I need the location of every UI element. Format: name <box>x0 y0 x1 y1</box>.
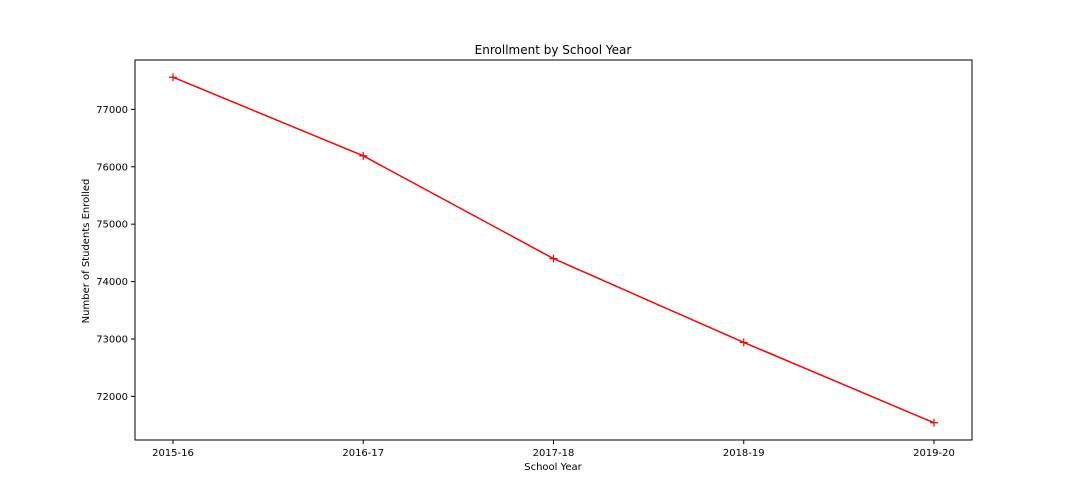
chart-title: Enrollment by School Year <box>475 43 632 57</box>
y-tick-label: 74000 <box>96 277 128 288</box>
series-line-enrollment <box>172 76 935 424</box>
data-point-marker <box>930 418 938 427</box>
x-tick-label: 2018-19 <box>723 448 765 459</box>
data-point-marker <box>549 254 558 263</box>
x-tick-label: 2019-20 <box>913 448 955 459</box>
y-tick-label: 76000 <box>96 162 128 173</box>
x-tick-label: 2015-16 <box>152 448 194 459</box>
x-axis-label: School Year <box>524 462 582 473</box>
series-markers <box>169 73 938 427</box>
y-tick-label: 77000 <box>96 105 128 116</box>
x-tick-label: 2017-18 <box>533 448 575 459</box>
x-tick-label: 2016-17 <box>342 448 384 459</box>
y-axis: 72000 73000 74000 75000 76000 77000 <box>96 105 135 403</box>
y-axis-label: Number of Students Enrolled <box>81 179 92 324</box>
y-tick-label: 72000 <box>96 392 128 403</box>
data-point-marker <box>169 73 177 82</box>
y-tick-label: 75000 <box>96 220 128 231</box>
x-axis: 2015-16 2016-17 2017-18 2018-19 2019-20 <box>152 440 955 459</box>
y-tick-label: 73000 <box>96 334 128 345</box>
data-point-marker <box>359 151 368 160</box>
plot-area-frame <box>134 59 973 441</box>
data-point-marker <box>739 338 748 347</box>
